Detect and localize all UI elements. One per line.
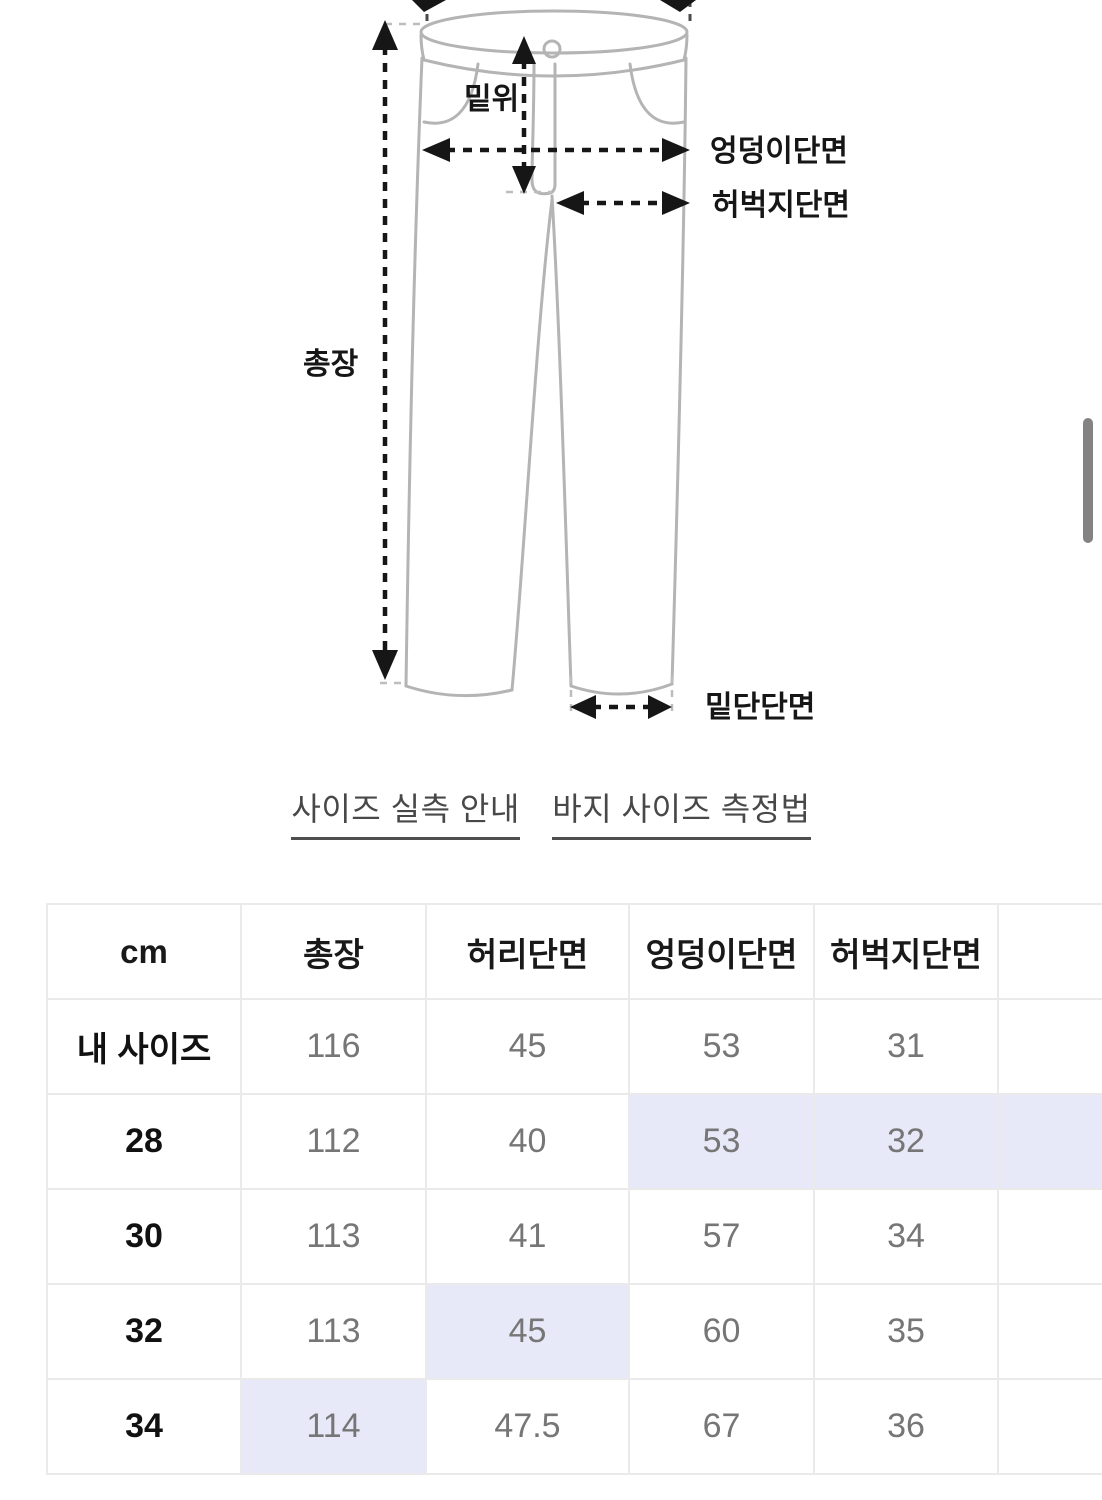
size-cell: 35 — [813, 1283, 999, 1380]
vertical-scrollbar-thumb[interactable] — [1083, 418, 1093, 543]
size-cell-highlighted: 53 — [628, 1093, 815, 1190]
size-cell: 67 — [628, 1378, 815, 1475]
total-length-label: 총장 — [303, 348, 359, 381]
size-cell: 34 — [813, 1188, 999, 1285]
hip-width-arrow — [422, 138, 690, 162]
pants-measure-method-link[interactable]: 바지 사이즈 측정법 — [552, 784, 811, 840]
col-header-cm: cm — [46, 903, 242, 1000]
pants-body-outline — [404, 9, 689, 698]
total-length-arrow — [372, 20, 398, 680]
size-row-label: 내 사이즈 — [46, 998, 242, 1095]
size-cell-highlighted: 45 — [425, 1283, 630, 1380]
size-row-label: 28 — [46, 1093, 242, 1190]
pants-measurement-diagram: 밑위 엉덩이단면 허벅지단면 총장 밑단단면 — [303, 0, 850, 724]
col-header-waist: 허리단면 — [425, 903, 630, 1000]
table-row-34: 34 114 47.5 67 36 3 — [46, 1378, 1102, 1475]
pants-outline-drawing: 밑위 엉덩이단면 허벅지단면 총장 밑단단면 — [303, 0, 850, 724]
size-cell-highlighted: 114 — [240, 1378, 427, 1475]
rise-label: 밑위 — [464, 83, 519, 116]
size-cell: 57 — [628, 1188, 815, 1285]
size-cell: 3 — [997, 1188, 1102, 1285]
size-cell: 31 — [813, 998, 999, 1095]
size-table: cm 총장 허리단면 엉덩이단면 허벅지단면 밑 내 사이즈 116 45 53… — [46, 903, 1102, 1475]
size-table-header-row: cm 총장 허리단면 엉덩이단면 허벅지단면 밑 — [46, 903, 1102, 1000]
size-cell-highlighted: 3 — [997, 1093, 1102, 1190]
size-guide-links: 사이즈 실측 안내 바지 사이즈 측정법 — [0, 784, 1102, 840]
size-cell: 53 — [628, 998, 815, 1095]
hem-width-arrow — [570, 695, 672, 719]
thigh-width-arrow — [556, 191, 690, 215]
waist-arrowhead-left-cut — [412, 0, 446, 12]
size-cell: 3 — [997, 1378, 1102, 1475]
table-row-32: 32 113 45 60 35 3 — [46, 1283, 1102, 1380]
waist-arrowhead-right-cut — [660, 0, 696, 12]
size-cell: 2 — [997, 998, 1102, 1095]
hip-width-label: 엉덩이단면 — [710, 135, 848, 168]
size-cell: 116 — [240, 998, 427, 1095]
table-row-30: 30 113 41 57 34 3 — [46, 1188, 1102, 1285]
size-cell: 47.5 — [425, 1378, 630, 1475]
thigh-width-label: 허벅지단면 — [712, 189, 850, 222]
size-cell: 40 — [425, 1093, 630, 1190]
size-measure-guide-link[interactable]: 사이즈 실측 안내 — [291, 784, 520, 840]
size-row-label: 34 — [46, 1378, 242, 1475]
size-row-label: 32 — [46, 1283, 242, 1380]
size-cell: 41 — [425, 1188, 630, 1285]
col-header-thigh: 허벅지단면 — [813, 903, 999, 1000]
col-header-total-length: 총장 — [240, 903, 427, 1000]
size-cell: 113 — [240, 1188, 427, 1285]
size-cell: 3 — [997, 1283, 1102, 1380]
size-row-label: 30 — [46, 1188, 242, 1285]
size-cell: 60 — [628, 1283, 815, 1380]
size-cell: 36 — [813, 1378, 999, 1475]
col-header-hip: 엉덩이단면 — [628, 903, 815, 1000]
table-row-my-size: 내 사이즈 116 45 53 31 2 — [46, 998, 1102, 1095]
hem-width-label: 밑단단면 — [705, 691, 815, 724]
size-cell: 112 — [240, 1093, 427, 1190]
size-cell: 113 — [240, 1283, 427, 1380]
table-row-28: 28 112 40 53 32 3 — [46, 1093, 1102, 1190]
col-header-hem-cut: 밑 — [997, 903, 1102, 1000]
size-cell: 45 — [425, 998, 630, 1095]
size-cell-highlighted: 32 — [813, 1093, 999, 1190]
rise-arrow — [512, 36, 536, 194]
